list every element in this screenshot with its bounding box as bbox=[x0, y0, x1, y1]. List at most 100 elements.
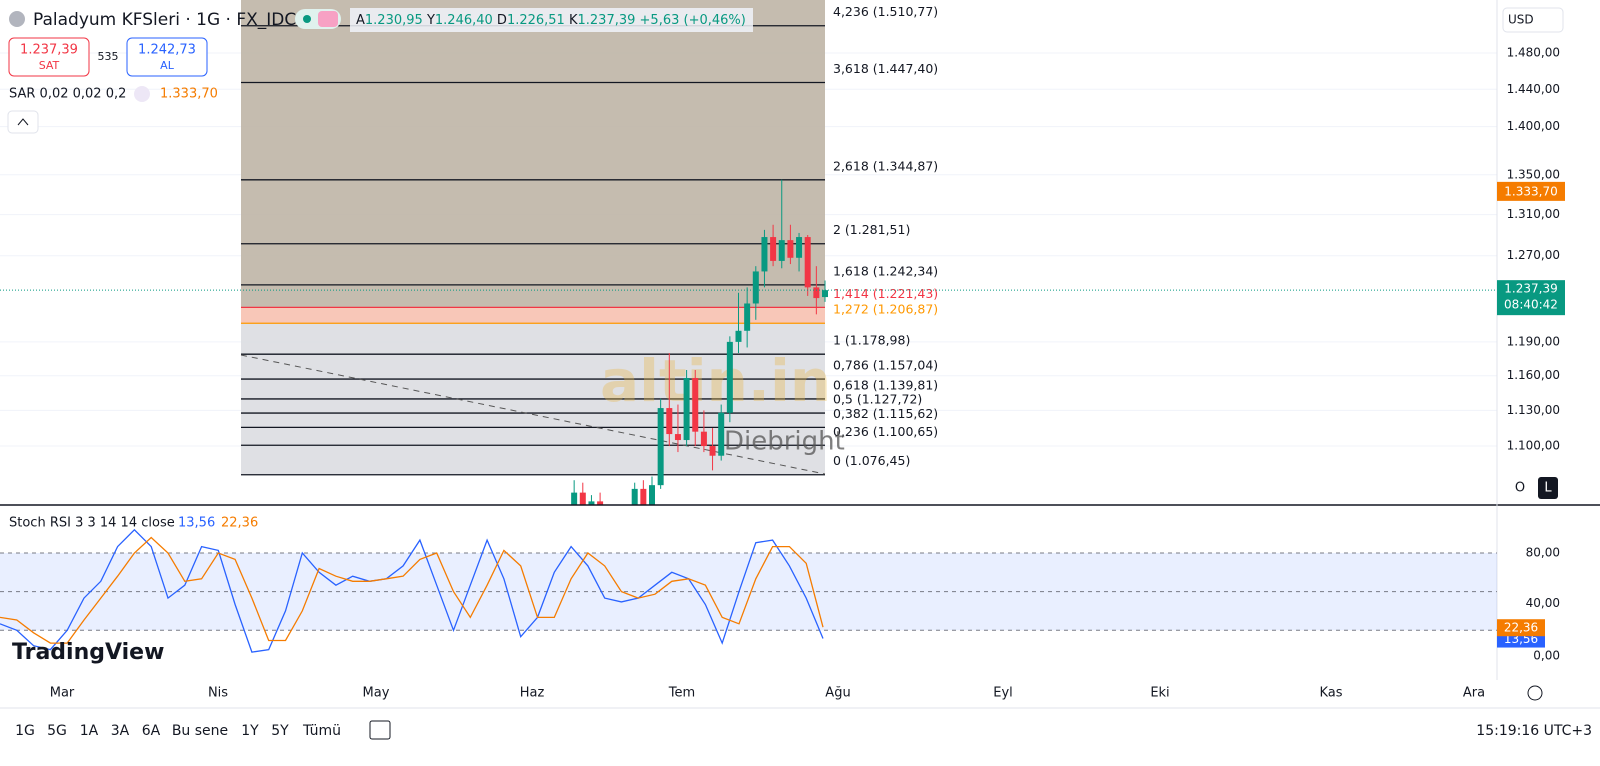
time-label: Nis bbox=[208, 686, 228, 701]
candle-body bbox=[735, 330, 742, 342]
candle-body bbox=[804, 237, 811, 288]
currency-button[interactable] bbox=[1502, 7, 1564, 33]
calendar-icon[interactable] bbox=[369, 720, 391, 740]
indicator-value: 1.333,70 bbox=[160, 87, 218, 102]
range-button[interactable]: Tümü bbox=[302, 723, 341, 739]
candle-body bbox=[649, 485, 655, 505]
status-dot bbox=[303, 15, 311, 23]
candle-body bbox=[744, 303, 751, 331]
buy-price: 1.242,73 bbox=[138, 43, 196, 58]
candle-body bbox=[752, 271, 759, 304]
range-button[interactable]: 5G bbox=[47, 723, 67, 739]
sar-price-box bbox=[1497, 181, 1565, 201]
time-label: Kas bbox=[1319, 686, 1342, 701]
candle-body bbox=[588, 501, 595, 505]
spread: 535 bbox=[98, 50, 119, 63]
range-button[interactable]: 1Y bbox=[241, 723, 259, 739]
collapse-button[interactable] bbox=[7, 110, 39, 134]
stoch-pane: Stoch RSI 3 3 14 14 close 13,56 22,36 bbox=[0, 516, 1497, 653]
sell-button[interactable] bbox=[8, 37, 90, 77]
price-tick-label: 1.100,00 bbox=[1507, 439, 1560, 453]
candle-body bbox=[761, 237, 768, 272]
fib-label: 0,786 (1.157,04) bbox=[833, 358, 938, 373]
candle-body bbox=[579, 492, 586, 505]
bottom-bar: Mar Nis May Haz Tem Ağu Eyl Eki Kas Ara 1G 5G 1A 3A 6A… bbox=[15, 686, 1592, 740]
sell-label: SAT bbox=[39, 59, 60, 72]
candle-body bbox=[813, 287, 820, 299]
time-label: Ara bbox=[1463, 686, 1485, 701]
fib-label: 0,382 (1.115,62) bbox=[833, 406, 938, 421]
stoch-line bbox=[0, 528, 824, 653]
fib-label: 0 (1.076,45) bbox=[833, 453, 910, 468]
fib-label: 3,618 (1.447,40) bbox=[833, 61, 938, 76]
candle-body bbox=[640, 488, 647, 505]
range-button[interactable]: 1G bbox=[15, 723, 35, 739]
candle-body bbox=[683, 377, 690, 441]
price-tick-label: 1.190,00 bbox=[1507, 334, 1560, 348]
range-button[interactable]: Bu sene bbox=[172, 723, 228, 739]
stoch-value-label: 22,36 bbox=[1504, 621, 1538, 635]
countdown: 08:40:42 bbox=[1504, 298, 1558, 312]
time-label: Ağu bbox=[825, 686, 850, 701]
candle-body bbox=[726, 341, 733, 413]
settings-icon[interactable] bbox=[1527, 685, 1543, 701]
fib-label: 0,5 (1.127,72) bbox=[833, 392, 922, 407]
candle-body bbox=[700, 431, 707, 447]
fib-label: 4,236 (1.510,77) bbox=[833, 4, 938, 19]
clock: 15:19:16 UTC+3 bbox=[1476, 723, 1592, 739]
price-tick-label: 1.130,00 bbox=[1507, 403, 1560, 417]
candle-body bbox=[778, 240, 785, 261]
fib-label: 2 (1.281,51) bbox=[833, 222, 910, 237]
candle-body bbox=[597, 501, 604, 505]
price-pane: 4,236 (1.510,77) 3,618 (1.447,40) 2,618 (1… bbox=[0, 0, 1497, 505]
currency: USD bbox=[1508, 13, 1534, 27]
candle-body bbox=[692, 377, 699, 432]
candle-body bbox=[718, 412, 725, 456]
candle-body bbox=[770, 237, 777, 261]
sell-price: 1.237,39 bbox=[20, 43, 78, 58]
stoch-value-box bbox=[1497, 619, 1545, 637]
fib-label: 2,618 (1.344,87) bbox=[833, 158, 938, 173]
candle-body bbox=[796, 237, 803, 258]
stoch-tick-label: 0,00 bbox=[1533, 649, 1560, 663]
range-button[interactable]: 1A bbox=[80, 723, 99, 739]
price-tick-label: 1.160,00 bbox=[1507, 368, 1560, 382]
fib-label: 1,414 (1.221,43) bbox=[833, 286, 938, 301]
buy-label: AL bbox=[160, 59, 175, 72]
candle-body bbox=[657, 408, 664, 486]
fib-zone-mid bbox=[241, 307, 825, 324]
ohlc: A1.230,95 Y1.246,40 D1.226,51 K1.237,39 … bbox=[356, 13, 746, 28]
time-label: Haz bbox=[520, 686, 545, 701]
fib-label: 1 (1.178,98) bbox=[833, 333, 910, 348]
symbol[interactable]: Paladyum KFSleri · 1G · FX_IDC bbox=[33, 10, 296, 30]
scale-button[interactable]: O bbox=[1515, 481, 1525, 496]
time-label: Mar bbox=[50, 686, 75, 701]
range-button[interactable]: 6A bbox=[142, 723, 161, 739]
range-button[interactable]: 5Y bbox=[271, 723, 289, 739]
indicator-icon[interactable] bbox=[134, 86, 150, 102]
range-button[interactable]: 3A bbox=[111, 723, 130, 739]
stoch-legend-value: 22,36 bbox=[221, 516, 258, 531]
collapse-icon bbox=[17, 118, 29, 126]
scale-button-bg[interactable] bbox=[1538, 477, 1558, 499]
candle-body bbox=[709, 446, 716, 456]
last-price-label: 1.237,39 bbox=[1504, 282, 1557, 296]
watermark: altin.in bbox=[600, 347, 831, 415]
time-label: Eki bbox=[1150, 686, 1169, 701]
fib-label: 1,618 (1.242,34) bbox=[833, 263, 938, 278]
price-tick-label: 1.270,00 bbox=[1507, 248, 1560, 262]
candle-body bbox=[666, 408, 673, 435]
time-label: Eyl bbox=[993, 686, 1013, 701]
price-tick-label: 1.400,00 bbox=[1507, 119, 1560, 133]
sar-price-label: 1.333,70 bbox=[1504, 184, 1557, 198]
time-label: May bbox=[363, 686, 390, 701]
time-label: Tem bbox=[668, 686, 695, 701]
buy-button[interactable] bbox=[126, 37, 208, 77]
candle-body bbox=[822, 290, 828, 298]
price-tick-label: 1.310,00 bbox=[1507, 207, 1560, 221]
price-tick-label: 1.440,00 bbox=[1507, 82, 1560, 96]
stoch-tick-label: 40,00 bbox=[1526, 596, 1560, 610]
stoch-legend-value: 13,56 bbox=[178, 516, 215, 531]
indicator-name: SAR 0,02 0,02 0,2 bbox=[9, 87, 126, 102]
scale-button[interactable]: L bbox=[1544, 481, 1552, 496]
